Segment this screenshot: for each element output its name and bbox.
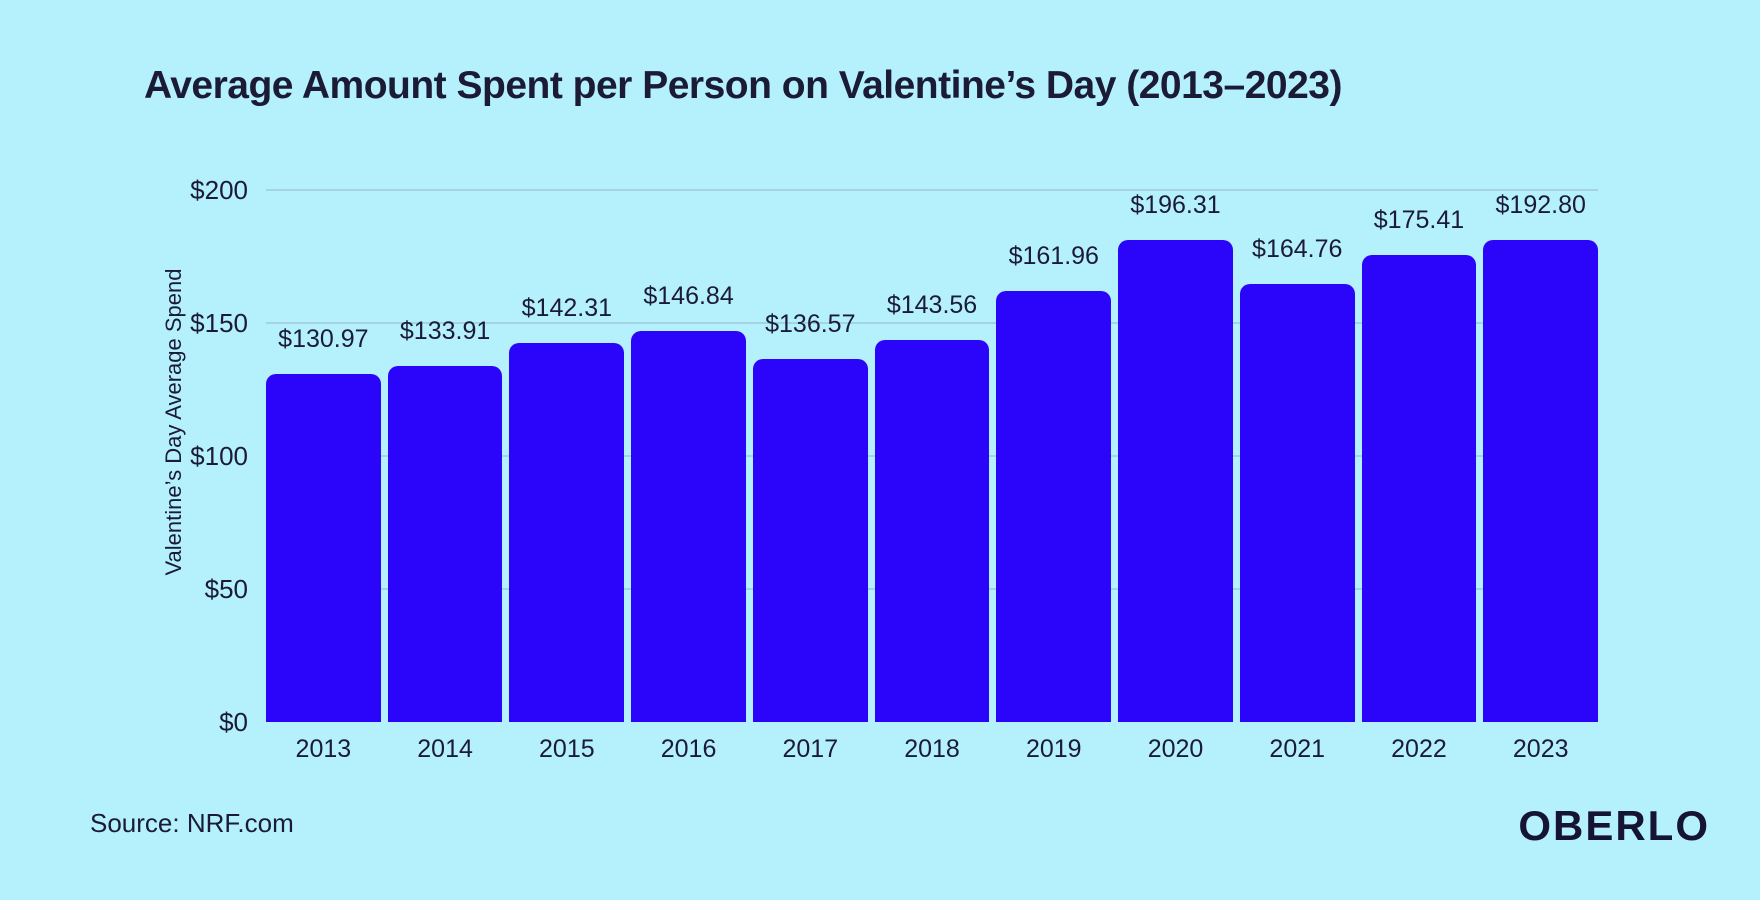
brand-logo: OBERLO bbox=[1518, 802, 1710, 849]
bar-value-label: $146.84 bbox=[643, 282, 734, 311]
x-tick-label-2014: 2014 bbox=[417, 735, 473, 763]
x-tick-label-2019: 2019 bbox=[1025, 735, 1082, 763]
bar-column-2018: $143.56 bbox=[874, 190, 990, 722]
bar-2014 bbox=[387, 365, 503, 722]
bar-2019 bbox=[996, 291, 1112, 722]
x-tick-label-2021: 2021 bbox=[1269, 735, 1326, 763]
bar-2021 bbox=[1239, 283, 1355, 722]
x-tick-label-2018: 2018 bbox=[904, 735, 960, 763]
bar-column-2022: $175.41 bbox=[1361, 190, 1477, 722]
x-tick-label-2016: 2016 bbox=[660, 735, 717, 763]
bar-column-2014: $133.91 bbox=[387, 190, 503, 722]
bar-value-label: $164.76 bbox=[1252, 234, 1343, 263]
bar-value-label: $133.91 bbox=[399, 316, 491, 345]
bar-2015 bbox=[509, 343, 625, 722]
bar-2018 bbox=[874, 340, 990, 722]
bar-value-label: $161.96 bbox=[1008, 242, 1099, 271]
bar-column-2021: $164.76 bbox=[1239, 190, 1355, 722]
bar-value-label: $142.31 bbox=[521, 294, 613, 323]
bar-column-2013: $130.97 bbox=[266, 190, 381, 722]
gridline-150 bbox=[266, 322, 1598, 324]
source-note: Source: NRF.com bbox=[90, 808, 294, 838]
plot-area: $130.97 $133.91 $142.31 $146.84 $136.57 $143.… bbox=[266, 189, 1599, 722]
bar-2017 bbox=[752, 358, 868, 722]
x-axis-labels: 2013 2014 2015 2016 2017 2018 2019 2020 2021 2022… bbox=[266, 735, 1598, 764]
bar-value-label: $192.80 bbox=[1495, 191, 1586, 219]
bar-2022 bbox=[1361, 255, 1477, 722]
x-tick-label-2020: 2020 bbox=[1147, 735, 1204, 763]
x-tick-label-2017: 2017 bbox=[782, 735, 839, 763]
bar-column-2023: $192.80 bbox=[1483, 190, 1599, 722]
bar-column-2019: $161.96 bbox=[996, 190, 1112, 722]
y-tick-label-100: $100 bbox=[190, 441, 248, 471]
bar-2016 bbox=[631, 331, 746, 722]
bar-2023 bbox=[1483, 240, 1599, 722]
gridline-200 bbox=[266, 189, 1598, 191]
bar-2013 bbox=[266, 373, 381, 722]
x-tick-label-2023: 2023 bbox=[1512, 735, 1569, 763]
y-tick-label-0: $0 bbox=[219, 707, 248, 737]
x-tick-label-2022: 2022 bbox=[1391, 735, 1447, 763]
x-tick-label-2015: 2015 bbox=[539, 735, 595, 763]
bars-row: $130.97 $133.91 $142.31 $146.84 $136.57 $143.… bbox=[266, 190, 1599, 722]
bar-column-2015: $142.31 bbox=[509, 190, 625, 722]
bar-value-label: $143.56 bbox=[886, 291, 978, 320]
bar-value-label: $136.57 bbox=[765, 309, 856, 338]
y-tick-label-150: $150 bbox=[190, 308, 248, 338]
bar-value-label: $175.41 bbox=[1373, 206, 1465, 235]
y-tick-label-50: $50 bbox=[204, 574, 248, 604]
y-tick-label-200: $200 bbox=[190, 175, 248, 205]
chart-title: Average Amount Spent per Person on Valen… bbox=[144, 64, 1342, 107]
bar-column-2016: $146.84 bbox=[631, 190, 746, 722]
x-tick-label-2013: 2013 bbox=[295, 735, 352, 763]
bar-column-2017: $136.57 bbox=[752, 190, 868, 722]
bar-2020 bbox=[1118, 240, 1233, 722]
bar-column-2020: $196.31 bbox=[1118, 190, 1233, 722]
bar-value-label: $130.97 bbox=[278, 324, 369, 353]
bar-value-label: $196.31 bbox=[1130, 191, 1221, 219]
